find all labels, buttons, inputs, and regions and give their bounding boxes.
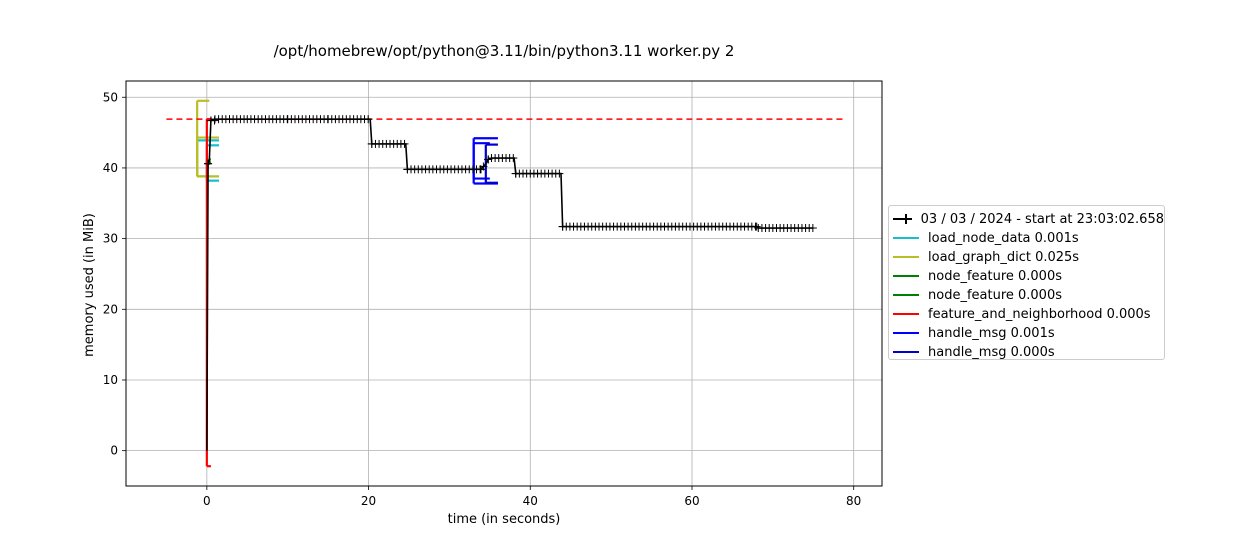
legend-label: node_feature 0.000s bbox=[928, 288, 1062, 303]
legend: 03 / 03 / 2024 - start at 23:03:02.658 l… bbox=[888, 205, 1165, 360]
memory-point-marker bbox=[752, 222, 761, 231]
memory-point-marker bbox=[555, 169, 564, 178]
legend-label: handle_msg 0.000s bbox=[928, 345, 1055, 360]
memory-point-marker bbox=[204, 159, 213, 168]
legend-item: handle_msg 0.000s bbox=[889, 343, 1164, 362]
x-tick-label: 20 bbox=[361, 494, 376, 508]
legend-label: feature_and_neighborhood 0.000s bbox=[928, 307, 1151, 322]
legend-swatch bbox=[893, 324, 919, 343]
y-tick-label: 0 bbox=[110, 444, 118, 458]
legend-item: node_feature 0.000s bbox=[889, 267, 1164, 286]
legend-item: handle_msg 0.001s bbox=[889, 324, 1164, 343]
legend-item: feature_and_neighborhood 0.000s bbox=[889, 305, 1164, 324]
memory-point-marker bbox=[808, 224, 817, 233]
memory-point-marker bbox=[509, 154, 518, 163]
function-bracket bbox=[472, 142, 490, 180]
legend-item: node_feature 0.000s bbox=[889, 286, 1164, 305]
legend-label: 03 / 03 / 2024 - start at 23:03:02.658 bbox=[920, 212, 1164, 227]
x-tick-label: 80 bbox=[846, 494, 861, 508]
legend-label: node_feature 0.000s bbox=[928, 269, 1062, 284]
legend-swatch bbox=[893, 229, 919, 248]
legend-item: 03 / 03 / 2024 - start at 23:03:02.658 bbox=[889, 210, 1164, 229]
legend-swatch bbox=[893, 286, 919, 305]
legend-swatch bbox=[893, 248, 919, 267]
legend-swatch bbox=[893, 210, 912, 229]
x-tick-label: 60 bbox=[684, 494, 699, 508]
legend-swatch bbox=[893, 267, 919, 286]
legend-label: handle_msg 0.001s bbox=[928, 326, 1055, 341]
memory-point-marker bbox=[400, 139, 409, 148]
legend-item: load_node_data 0.001s bbox=[889, 229, 1164, 248]
memory-point-marker bbox=[484, 155, 493, 164]
plot-area: 0 20 40 60 80 0 10 20 30 40 50 bbox=[103, 80, 883, 508]
memory-point-marker bbox=[364, 115, 373, 124]
y-tick-label: 50 bbox=[103, 90, 118, 104]
legend-swatch bbox=[893, 343, 919, 362]
chart-title: /opt/homebrew/opt/python@3.11/bin/python… bbox=[274, 42, 735, 60]
x-tick-label: 0 bbox=[203, 494, 211, 508]
y-tick-label: 30 bbox=[103, 232, 118, 246]
legend-label: load_node_data 0.001s bbox=[928, 231, 1079, 246]
y-axis-label: memory used (in MiB) bbox=[82, 213, 97, 357]
x-tick-label: 40 bbox=[523, 494, 538, 508]
legend-item: load_graph_dict 0.025s bbox=[889, 248, 1164, 267]
legend-label: load_graph_dict 0.025s bbox=[928, 250, 1080, 265]
y-tick-label: 10 bbox=[103, 373, 118, 387]
x-axis-label: time (in seconds) bbox=[448, 512, 561, 527]
memory-point-marker bbox=[479, 162, 488, 171]
y-tick-label: 20 bbox=[103, 302, 118, 316]
y-tick-label: 40 bbox=[103, 161, 118, 175]
plot-frame bbox=[125, 80, 883, 487]
legend-swatch bbox=[893, 305, 919, 324]
plot-background bbox=[126, 81, 882, 486]
